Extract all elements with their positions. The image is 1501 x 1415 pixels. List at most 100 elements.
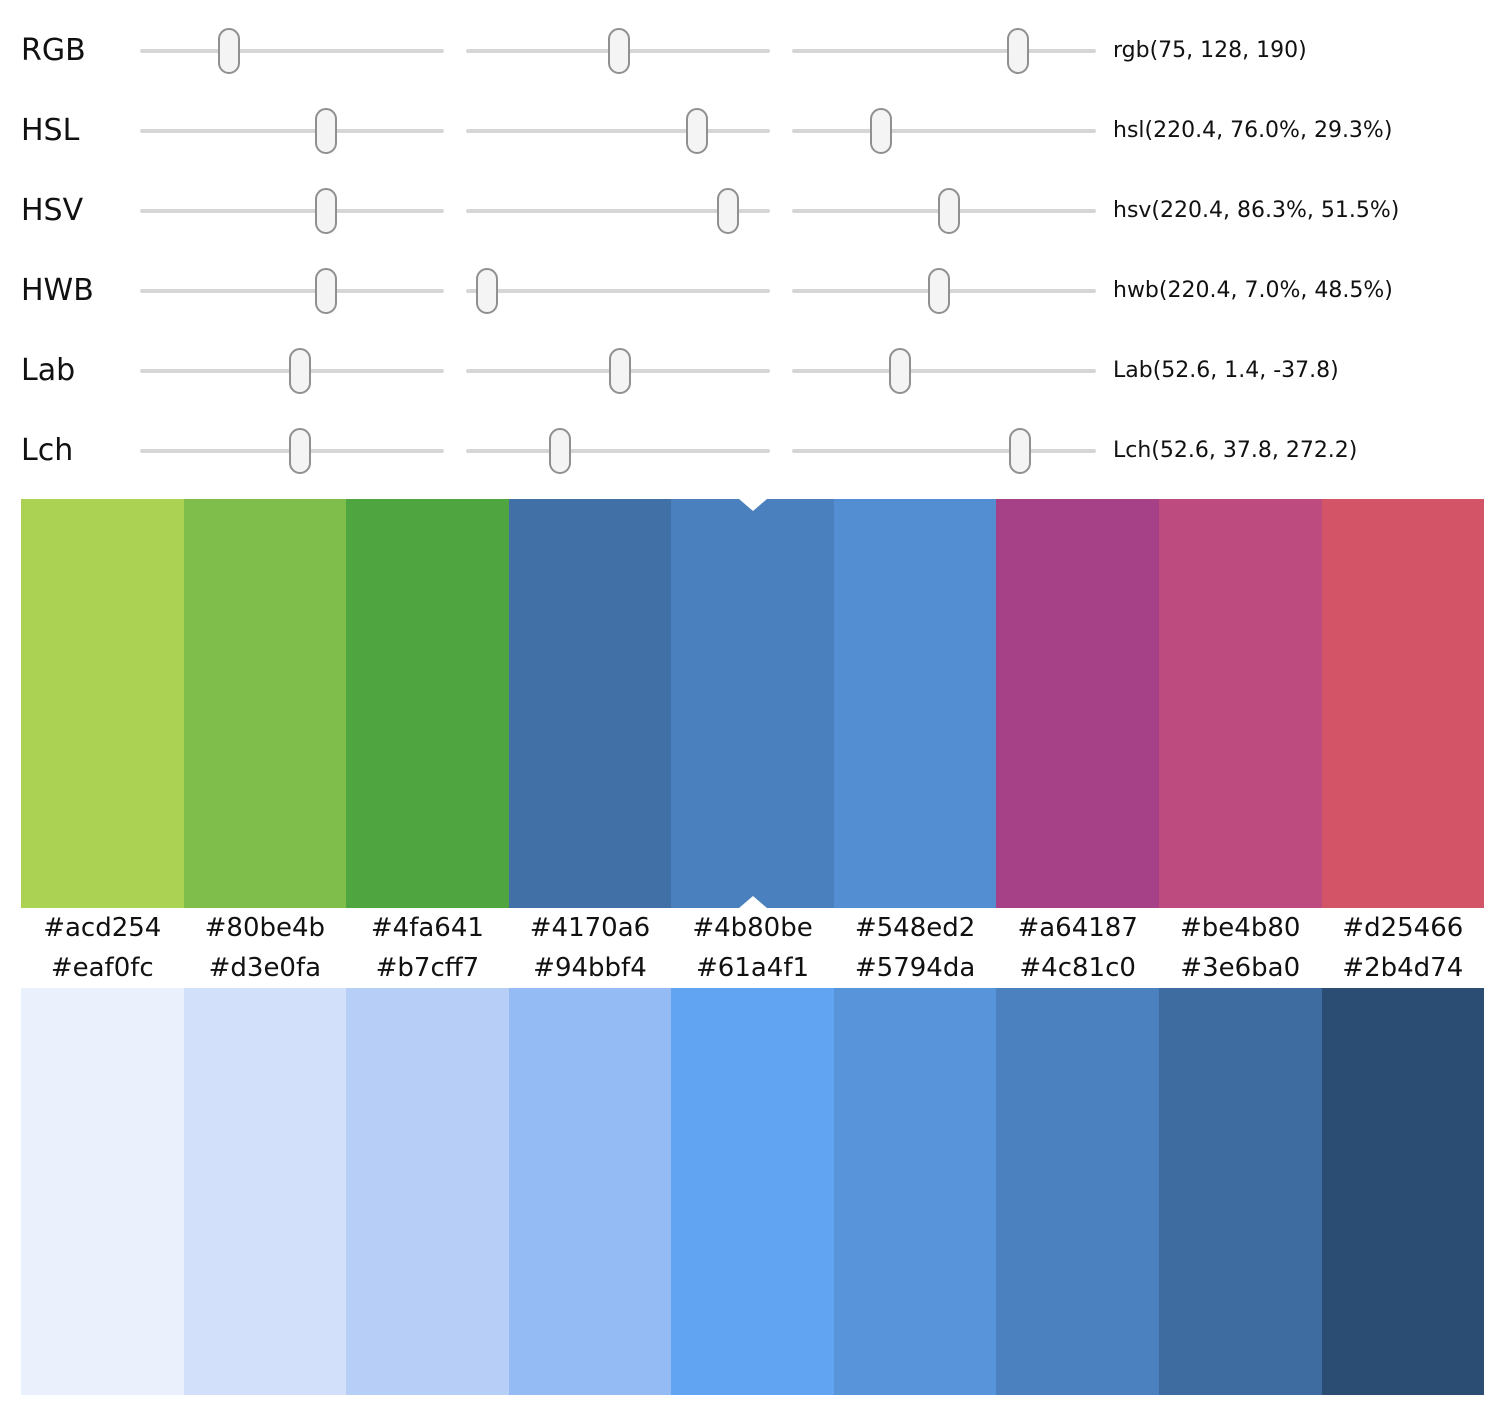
shade-swatch-2[interactable]: [183, 988, 347, 1395]
hue-swatch-9[interactable]: [1321, 499, 1485, 908]
slider-row-hsv: HSV hsv(220.4, 86.3%, 51.5%): [0, 171, 1501, 251]
slider-thumb[interactable]: [288, 428, 311, 474]
hue-swatch-4[interactable]: [508, 499, 672, 908]
slider-track[interactable]: [466, 129, 770, 133]
rgb-green-slider[interactable]: [466, 11, 770, 91]
hwb-value-text: hwb(220.4, 7.0%, 48.5%): [1113, 278, 1393, 303]
shade-swatch-6[interactable]: [833, 988, 997, 1395]
lch-hue-slider[interactable]: [792, 411, 1096, 491]
lab-a-slider[interactable]: [466, 331, 770, 411]
hue-hex-label-7: #a64187: [1017, 913, 1138, 943]
slider-track[interactable]: [792, 129, 1096, 133]
lab-b-slider[interactable]: [792, 331, 1096, 411]
hue-swatch-1[interactable]: [21, 499, 184, 908]
shade-hex-labels: #eaf0fc #d3e0fa #b7cff7 #94bbf4 #61a4f1 …: [21, 948, 1484, 988]
shade-hex-label-8: #3e6ba0: [1180, 953, 1301, 983]
hue-palette: [21, 499, 1485, 908]
slider-track[interactable]: [140, 209, 444, 213]
shade-hex-label-7: #4c81c0: [1019, 953, 1136, 983]
shade-hex-label-3: #b7cff7: [375, 953, 480, 983]
hsv-hue-slider[interactable]: [140, 171, 444, 251]
slider-row-hsl: HSL hsl(220.4, 76.0%, 29.3%): [0, 91, 1501, 171]
lab-l-slider[interactable]: [140, 331, 444, 411]
slider-track[interactable]: [140, 289, 444, 293]
slider-row-lab-label: Lab: [21, 353, 76, 388]
slider-row-rgb-label: RGB: [21, 33, 86, 68]
rgb-red-slider[interactable]: [140, 11, 444, 91]
hsl-lightness-slider[interactable]: [792, 91, 1096, 171]
lch-chroma-slider[interactable]: [466, 411, 770, 491]
slider-thumb[interactable]: [315, 108, 338, 154]
slider-track[interactable]: [466, 209, 770, 213]
hsv-saturation-slider[interactable]: [466, 171, 770, 251]
slider-track[interactable]: [140, 129, 444, 133]
hwb-blackness-slider[interactable]: [792, 251, 1096, 331]
slider-thumb[interactable]: [549, 428, 572, 474]
slider-thumb[interactable]: [315, 188, 338, 234]
hsv-value-slider[interactable]: [792, 171, 1096, 251]
slider-row-lch-label: Lch: [21, 433, 74, 468]
hue-swatch-5-selected[interactable]: [671, 499, 834, 908]
slider-thumb[interactable]: [686, 108, 709, 154]
hue-swatch-8[interactable]: [1158, 499, 1322, 908]
hue-swatch-2[interactable]: [183, 499, 347, 908]
hue-swatch-3[interactable]: [346, 499, 509, 908]
shade-swatch-1[interactable]: [21, 988, 184, 1395]
slider-track[interactable]: [466, 449, 770, 453]
slider-track[interactable]: [140, 49, 444, 53]
selection-notch-bottom-icon: [738, 896, 767, 908]
hwb-hue-slider[interactable]: [140, 251, 444, 331]
slider-row-hsv-label: HSV: [21, 193, 84, 228]
slider-thumb[interactable]: [607, 28, 630, 74]
hue-swatch-6[interactable]: [833, 499, 997, 908]
slider-row-lch: Lch Lch(52.6, 37.8, 272.2): [0, 411, 1501, 491]
hsv-value-text: hsv(220.4, 86.3%, 51.5%): [1113, 198, 1400, 223]
slider-thumb[interactable]: [476, 268, 499, 314]
slider-row-hwb-label: HWB: [21, 273, 94, 308]
slider-thumb[interactable]: [888, 348, 911, 394]
shade-hex-label-5: #61a4f1: [696, 953, 810, 983]
slider-thumb[interactable]: [1007, 28, 1030, 74]
hue-hex-label-6: #548ed2: [854, 913, 976, 943]
slider-thumb[interactable]: [870, 108, 893, 154]
slider-thumb[interactable]: [937, 188, 960, 234]
lch-value-text: Lch(52.6, 37.8, 272.2): [1113, 438, 1358, 463]
slider-row-hsl-label: HSL: [21, 113, 80, 148]
slider-row-rgb: RGB rgb(75, 128, 190): [0, 11, 1501, 91]
shade-hex-label-6: #5794da: [854, 953, 976, 983]
slider-thumb[interactable]: [315, 268, 338, 314]
hue-hex-label-4: #4170a6: [529, 913, 651, 943]
shade-hex-label-1: #eaf0fc: [50, 953, 154, 983]
slider-track[interactable]: [466, 289, 770, 293]
slider-thumb[interactable]: [218, 28, 241, 74]
slider-track[interactable]: [792, 49, 1096, 53]
slider-thumb[interactable]: [928, 268, 951, 314]
slider-thumb[interactable]: [288, 348, 311, 394]
lch-l-slider[interactable]: [140, 411, 444, 491]
hsl-saturation-slider[interactable]: [466, 91, 770, 171]
shade-swatch-5[interactable]: [671, 988, 834, 1395]
hue-hex-label-8: #be4b80: [1180, 913, 1301, 943]
rgb-value-text: rgb(75, 128, 190): [1113, 38, 1307, 63]
hwb-whiteness-slider[interactable]: [466, 251, 770, 331]
selection-notch-top-icon: [738, 499, 767, 511]
shade-swatch-4[interactable]: [508, 988, 672, 1395]
shade-swatch-3[interactable]: [346, 988, 509, 1395]
shade-swatch-9[interactable]: [1321, 988, 1485, 1395]
slider-thumb[interactable]: [717, 188, 740, 234]
shade-hex-label-2: #d3e0fa: [208, 953, 322, 983]
slider-thumb[interactable]: [1009, 428, 1031, 474]
shade-swatch-7[interactable]: [996, 988, 1159, 1395]
hsl-hue-slider[interactable]: [140, 91, 444, 171]
hue-hex-label-9: #d25466: [1342, 913, 1464, 943]
slider-row-hwb: HWB hwb(220.4, 7.0%, 48.5%): [0, 251, 1501, 331]
rgb-blue-slider[interactable]: [792, 11, 1096, 91]
shade-palette: [21, 988, 1485, 1395]
hue-swatch-7[interactable]: [996, 499, 1159, 908]
slider-track[interactable]: [792, 449, 1096, 453]
shade-hex-label-9: #2b4d74: [1342, 953, 1464, 983]
hue-hex-label-5: #4b80be: [692, 913, 813, 943]
shade-swatch-8[interactable]: [1158, 988, 1322, 1395]
slider-thumb[interactable]: [609, 348, 632, 394]
slider-track[interactable]: [792, 369, 1096, 373]
